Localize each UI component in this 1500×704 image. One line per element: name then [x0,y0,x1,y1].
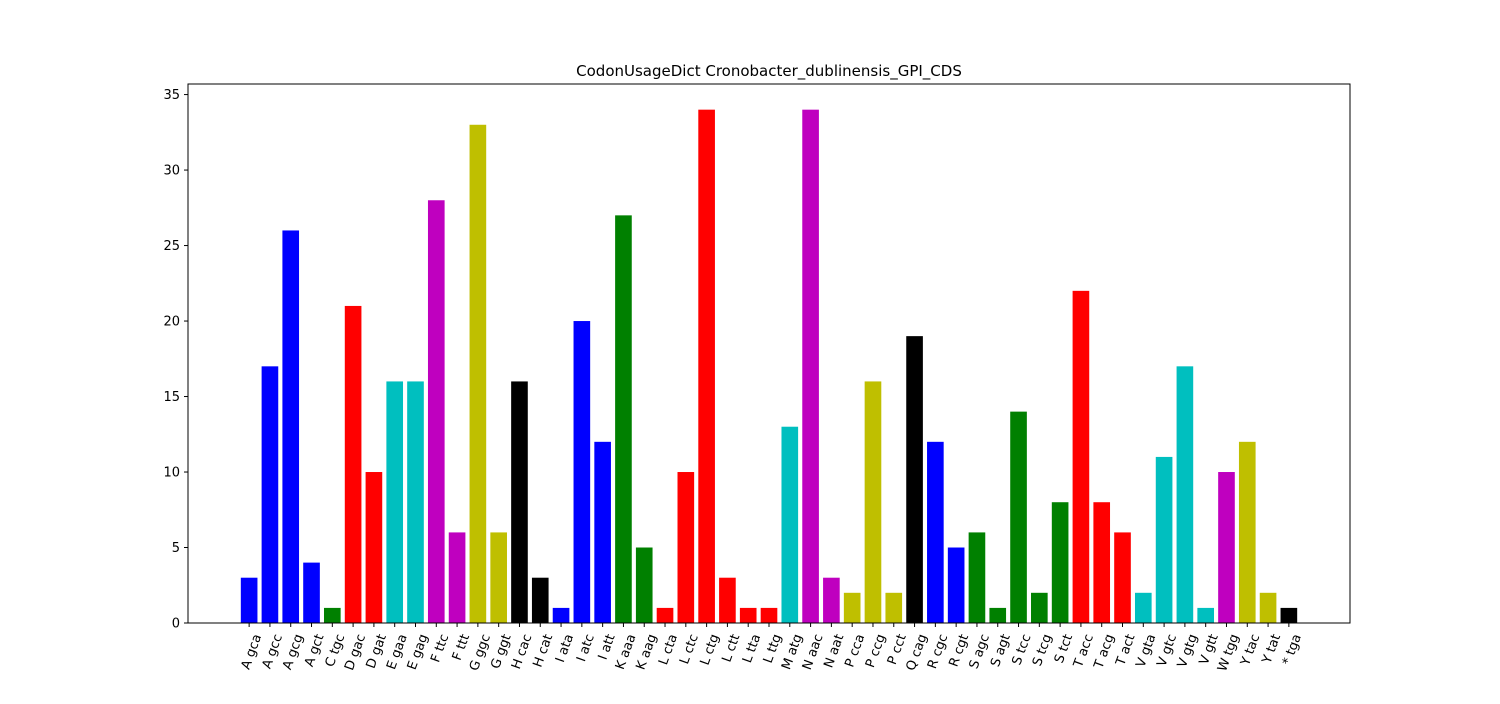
bar [885,592,903,623]
bar [843,592,861,623]
bar [802,109,819,623]
y-tick-label: 0 [172,617,180,632]
bar [968,532,986,623]
x-tick-label: I atc [574,632,598,664]
bar [1114,532,1131,623]
bar [760,607,778,623]
bar [615,215,632,623]
bar [365,472,383,623]
bar [1176,366,1194,623]
bar [947,547,965,623]
bar [407,381,424,623]
bar [469,124,487,623]
bar [573,321,591,623]
y-axis: 0 5 10 15 20 25 30 35 [163,88,188,632]
bar [1238,441,1256,623]
y-tick-label: 30 [163,164,180,179]
bar [719,577,736,623]
bar [635,547,653,623]
bar [864,381,882,623]
y-tick-label: 20 [163,315,180,330]
bar [781,426,799,623]
bar [261,366,279,623]
bar [1134,592,1152,623]
bar [1155,456,1173,623]
bar [344,305,362,623]
x-tick-label: F ttc [428,632,452,664]
bar [448,532,466,623]
bar [656,607,674,623]
bar [531,577,549,623]
bar [906,336,923,623]
y-tick-label: 35 [163,88,180,103]
y-tick-label: 5 [172,541,180,556]
y-tick-label: 10 [163,466,180,481]
bar [1051,502,1069,623]
bar [427,200,445,624]
bars-group [240,109,1298,624]
bar [1093,502,1111,623]
plot-frame [187,83,1351,624]
bar [823,577,840,623]
bar [989,607,1007,623]
bar [1072,290,1090,623]
bar [240,577,258,623]
y-tick-label: 15 [163,390,180,405]
x-tick-label: I ata [553,632,577,664]
y-tick-label: 25 [163,239,180,254]
bar [1031,592,1048,623]
bar [677,472,695,623]
bar [927,441,944,623]
bar [552,607,570,623]
bar [282,230,300,623]
bar [1280,607,1298,623]
bar [323,607,341,623]
bar [1197,607,1215,623]
bar [1259,592,1277,623]
bar [1010,411,1027,623]
bar [386,381,404,623]
bar [490,532,507,623]
bar [698,109,715,623]
bar [594,441,611,623]
chart-title: CodonUsageDict Cronobacter_dublinensis_G… [576,62,962,81]
bar [303,562,320,623]
bar [511,381,528,623]
bar [739,607,757,623]
bar [1218,472,1235,623]
